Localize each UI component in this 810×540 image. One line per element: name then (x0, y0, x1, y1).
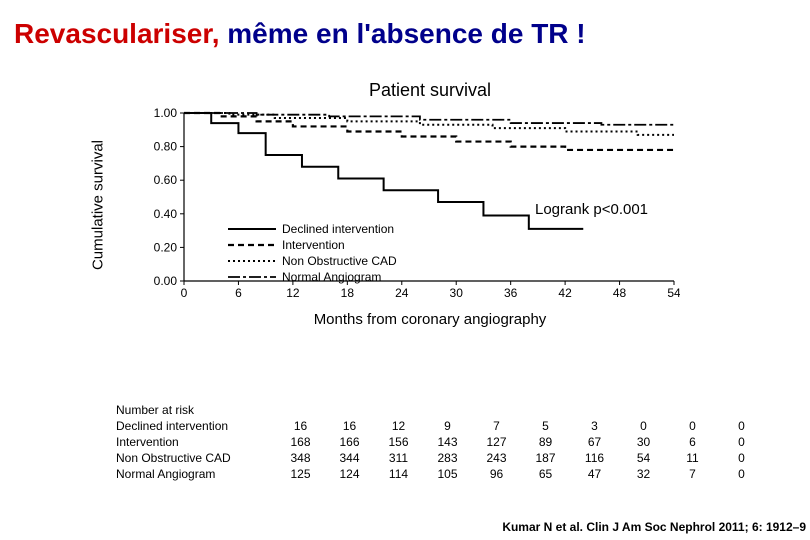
legend: Declined intervention Intervention Non Obs… (228, 221, 397, 285)
nar-cell: 0 (619, 418, 668, 434)
x-axis-label: Months from coronary angiography (140, 311, 720, 328)
nar-cell: 344 (325, 450, 374, 466)
nar-cell: 127 (472, 434, 521, 450)
legend-label: Intervention (282, 238, 345, 252)
nar-cell: 124 (325, 466, 374, 482)
nar-cell: 143 (423, 434, 472, 450)
plot-area: Cumulative survival 0.000.200.400.600.80… (140, 105, 720, 305)
nar-cell: 6 (668, 434, 717, 450)
nar-cell: 96 (472, 466, 521, 482)
nar-cell: 116 (570, 450, 619, 466)
nar-cell: 156 (374, 434, 423, 450)
nar-cell: 0 (717, 418, 766, 434)
nar-row-label: Normal Angiogram (116, 466, 276, 482)
nar-cell: 187 (521, 450, 570, 466)
nar-row: Declined intervention1616129753000 (116, 418, 766, 434)
nar-cell: 16 (325, 418, 374, 434)
svg-text:6: 6 (235, 286, 242, 300)
nar-cell: 5 (521, 418, 570, 434)
nar-row-label: Intervention (116, 434, 276, 450)
nar-row-label: Declined intervention (116, 418, 276, 434)
nar-cell: 30 (619, 434, 668, 450)
nar-row: Intervention16816615614312789673060 (116, 434, 766, 450)
nar-cell: 283 (423, 450, 472, 466)
nar-cell: 0 (717, 450, 766, 466)
nar-cell: 11 (668, 450, 717, 466)
nar-row-label: Non Obstructive CAD (116, 450, 276, 466)
nar-cell: 114 (374, 466, 423, 482)
svg-text:0.20: 0.20 (154, 240, 178, 254)
nar-title: Number at risk (116, 402, 766, 418)
svg-text:54: 54 (667, 286, 680, 300)
legend-label: Normal Angiogram (282, 270, 381, 284)
svg-text:12: 12 (286, 286, 300, 300)
nar-cell: 0 (668, 418, 717, 434)
survival-chart: Patient survival Cumulative survival 0.0… (140, 80, 720, 328)
citation: Kumar N et al. Clin J Am Soc Nephrol 201… (502, 520, 806, 534)
legend-item: Intervention (228, 237, 397, 253)
pvalue-text: Logrank p<0.001 (535, 201, 648, 218)
title-part2: même en l'absence de TR ! (220, 18, 586, 49)
chart-title: Patient survival (140, 80, 720, 101)
svg-text:48: 48 (613, 286, 627, 300)
nar-cell: 3 (570, 418, 619, 434)
svg-text:0.60: 0.60 (154, 173, 178, 187)
nar-cell: 65 (521, 466, 570, 482)
nar-cell: 16 (276, 418, 325, 434)
svg-text:24: 24 (395, 286, 409, 300)
nar-cell: 32 (619, 466, 668, 482)
svg-text:18: 18 (341, 286, 355, 300)
nar-cell: 67 (570, 434, 619, 450)
nar-cell: 105 (423, 466, 472, 482)
nar-cell: 54 (619, 450, 668, 466)
nar-cell: 348 (276, 450, 325, 466)
nar-cell: 7 (668, 466, 717, 482)
nar-cell: 311 (374, 450, 423, 466)
svg-text:1.00: 1.00 (154, 106, 178, 120)
legend-item: Declined intervention (228, 221, 397, 237)
nar-cell: 0 (717, 434, 766, 450)
legend-item: Normal Angiogram (228, 269, 397, 285)
title-part1: Revasculariser, (14, 18, 220, 49)
legend-item: Non Obstructive CAD (228, 253, 397, 269)
svg-text:0: 0 (181, 286, 188, 300)
svg-text:0.40: 0.40 (154, 207, 178, 221)
svg-text:42: 42 (558, 286, 572, 300)
nar-cell: 12 (374, 418, 423, 434)
svg-text:30: 30 (450, 286, 464, 300)
nar-cell: 47 (570, 466, 619, 482)
nar-cell: 243 (472, 450, 521, 466)
svg-text:36: 36 (504, 286, 518, 300)
nar-cell: 9 (423, 418, 472, 434)
legend-label: Declined intervention (282, 222, 394, 236)
nar-table: Declined intervention1616129753000Interv… (116, 418, 766, 482)
nar-cell: 166 (325, 434, 374, 450)
nar-cell: 125 (276, 466, 325, 482)
svg-text:0.00: 0.00 (154, 274, 178, 288)
page-title: Revasculariser, même en l'absence de TR … (14, 18, 586, 50)
number-at-risk: Number at risk Declined intervention1616… (116, 402, 766, 482)
nar-cell: 168 (276, 434, 325, 450)
nar-cell: 89 (521, 434, 570, 450)
nar-cell: 7 (472, 418, 521, 434)
nar-row: Normal Angiogram1251241141059665473270 (116, 466, 766, 482)
nar-cell: 0 (717, 466, 766, 482)
y-axis-label: Cumulative survival (90, 140, 107, 270)
svg-text:0.80: 0.80 (154, 140, 178, 154)
legend-label: Non Obstructive CAD (282, 254, 397, 268)
nar-row: Non Obstructive CAD348344311283243187116… (116, 450, 766, 466)
